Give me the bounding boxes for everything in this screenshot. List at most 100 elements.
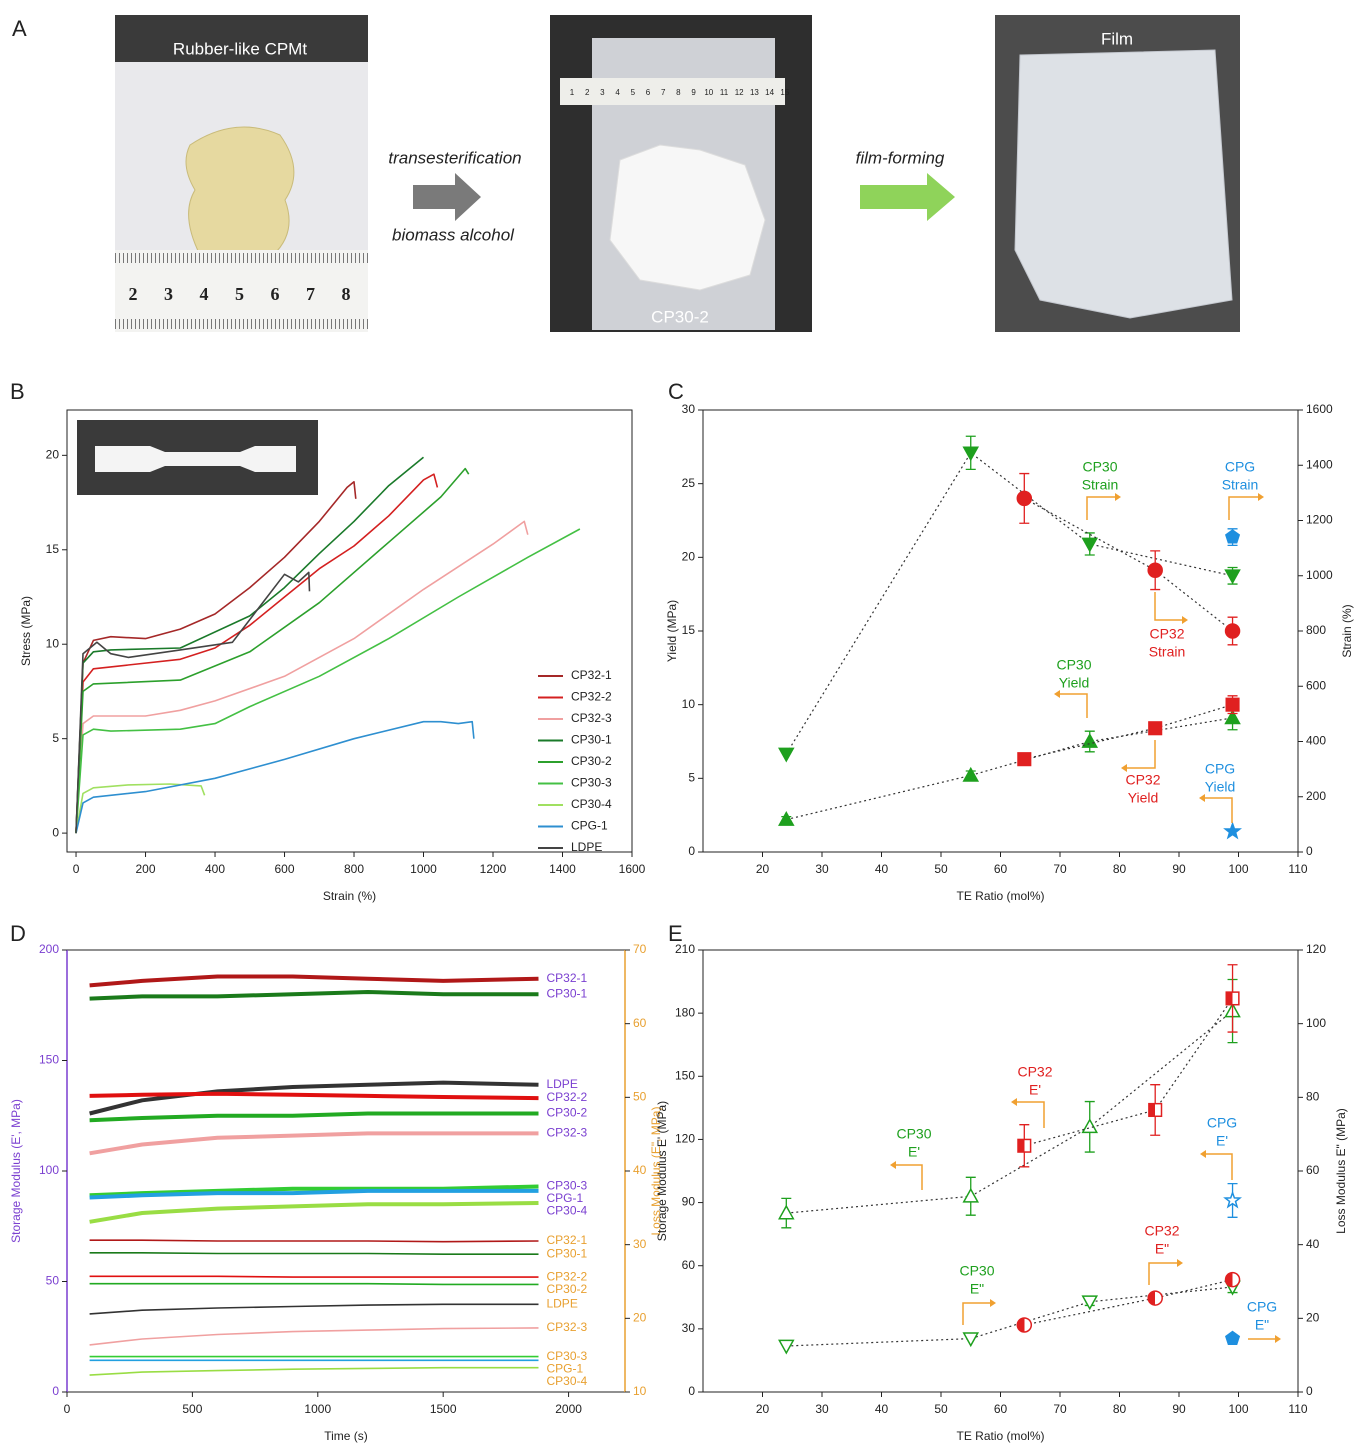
x-tick-label: 90 bbox=[1172, 1402, 1186, 1416]
arrow-head bbox=[890, 1161, 896, 1169]
x-tick-label: 80 bbox=[1113, 1402, 1127, 1416]
x-tick-label: 1600 bbox=[619, 862, 646, 876]
ruler-digit: 13 bbox=[750, 88, 759, 97]
marker bbox=[1225, 697, 1240, 712]
y2-tick-label: 1400 bbox=[1306, 457, 1333, 471]
y-tick-label: 100 bbox=[39, 1163, 59, 1177]
series-label: CP30-1 bbox=[546, 1246, 587, 1260]
y2-tick-label: 40 bbox=[633, 1163, 647, 1177]
series-line bbox=[75, 720, 475, 834]
series-line bbox=[89, 1282, 539, 1286]
arrow-head bbox=[1121, 764, 1127, 772]
ruler-digit: 6 bbox=[646, 88, 651, 97]
marker bbox=[1147, 1290, 1163, 1306]
ruler-digit: 9 bbox=[691, 88, 696, 97]
arrow-head bbox=[990, 1299, 996, 1307]
arrow-head bbox=[1200, 1150, 1206, 1158]
marker bbox=[1224, 1271, 1241, 1288]
arrow-head bbox=[1054, 690, 1060, 698]
legend-label: CP30-3 bbox=[571, 776, 612, 790]
x-tick-label: 40 bbox=[875, 1402, 889, 1416]
series-label: CP32-1 bbox=[546, 971, 587, 985]
y2-tick-label: 20 bbox=[1306, 1311, 1320, 1325]
y-tick-label: 210 bbox=[675, 942, 695, 956]
series-line bbox=[89, 1201, 539, 1224]
x-axis-title: Strain (%) bbox=[323, 889, 376, 903]
x-tick-label: 2000 bbox=[555, 1402, 582, 1416]
series-line bbox=[89, 1239, 539, 1243]
x-axis-title: Time (s) bbox=[324, 1429, 368, 1443]
marker bbox=[962, 1332, 980, 1348]
y2-tick-label: 60 bbox=[1306, 1163, 1320, 1177]
y2-tick-label: 120 bbox=[1306, 942, 1326, 956]
ruler-digit: 3 bbox=[600, 88, 605, 97]
marker bbox=[778, 811, 795, 826]
annotation: E' bbox=[908, 1144, 920, 1160]
arrow-label: biomass alcohol bbox=[392, 225, 515, 244]
marker bbox=[1225, 1330, 1241, 1346]
marker bbox=[962, 446, 980, 462]
ruler-digit: 5 bbox=[235, 284, 244, 304]
y2-tick-label: 200 bbox=[1306, 789, 1326, 803]
series-line bbox=[89, 1184, 539, 1198]
ruler-digit: 7 bbox=[661, 88, 666, 97]
annotation: CP30 bbox=[896, 1126, 931, 1142]
x-tick-label: 110 bbox=[1288, 862, 1307, 876]
annotation-arrow bbox=[1060, 693, 1088, 718]
series-label: CP30-4 bbox=[546, 1374, 587, 1388]
x-tick-label: 30 bbox=[815, 862, 829, 876]
y-tick-label: 10 bbox=[682, 697, 696, 711]
x-tick-label: 70 bbox=[1053, 1402, 1067, 1416]
y-tick-label: 50 bbox=[46, 1274, 60, 1288]
y-axis-title: Storage Modulus E' (MPa) bbox=[655, 1101, 669, 1241]
arrow bbox=[413, 173, 481, 221]
ruler-digit: 10 bbox=[704, 88, 713, 97]
x-tick-label: 1400 bbox=[549, 862, 576, 876]
ruler-digit: 2 bbox=[585, 88, 590, 97]
series-line bbox=[89, 990, 539, 1001]
series-line bbox=[75, 473, 439, 834]
ruler-digit: 14 bbox=[765, 88, 774, 97]
ruler-digit: 12 bbox=[735, 88, 744, 97]
annotation: CP30 bbox=[1082, 459, 1117, 475]
y-tick-label: 15 bbox=[46, 542, 60, 556]
marker bbox=[1016, 490, 1033, 507]
connector bbox=[786, 717, 1233, 821]
annotation: Strain bbox=[1149, 644, 1186, 660]
annotation: Strain bbox=[1222, 477, 1259, 493]
y-tick-label: 5 bbox=[52, 731, 59, 745]
marker bbox=[778, 1204, 795, 1220]
y-tick-label: 30 bbox=[682, 1321, 696, 1335]
marker bbox=[1225, 529, 1241, 544]
y2-tick-label: 1200 bbox=[1306, 513, 1333, 527]
connector bbox=[785, 451, 1233, 755]
photo-label: Film bbox=[1101, 29, 1133, 48]
annotation: Yield bbox=[1059, 675, 1090, 691]
ruler-digit: 2 bbox=[129, 284, 138, 304]
y2-tick-label: 70 bbox=[633, 942, 647, 956]
annotation: Yield bbox=[1128, 790, 1159, 806]
annotation: CPG bbox=[1207, 1115, 1237, 1131]
connector bbox=[1024, 1279, 1233, 1326]
photo-rubber bbox=[115, 15, 368, 332]
marker bbox=[1224, 709, 1241, 725]
y-tick-label: 10 bbox=[46, 636, 60, 650]
annotation-arrow bbox=[1148, 1262, 1177, 1285]
series-label: CP30-4 bbox=[546, 1204, 587, 1218]
ruler-digit: 3 bbox=[164, 284, 173, 304]
ruler-digit: 8 bbox=[676, 88, 681, 97]
series-line bbox=[75, 481, 357, 834]
annotation-arrow bbox=[1154, 592, 1182, 621]
marker bbox=[1224, 623, 1241, 639]
series-label: LDPE bbox=[546, 1077, 577, 1091]
marker bbox=[778, 1339, 795, 1355]
annotation: CP32 bbox=[1017, 1064, 1052, 1080]
series-label: CP30-2 bbox=[546, 1282, 587, 1296]
y2-tick-label: 30 bbox=[633, 1237, 647, 1251]
y2-tick-label: 60 bbox=[633, 1016, 647, 1030]
series-line bbox=[89, 1275, 539, 1278]
annotation: CP30 bbox=[1056, 657, 1091, 673]
legend-label: CP30-4 bbox=[571, 797, 612, 811]
legend-label: CP32-2 bbox=[571, 690, 612, 704]
series-line bbox=[89, 1303, 539, 1315]
